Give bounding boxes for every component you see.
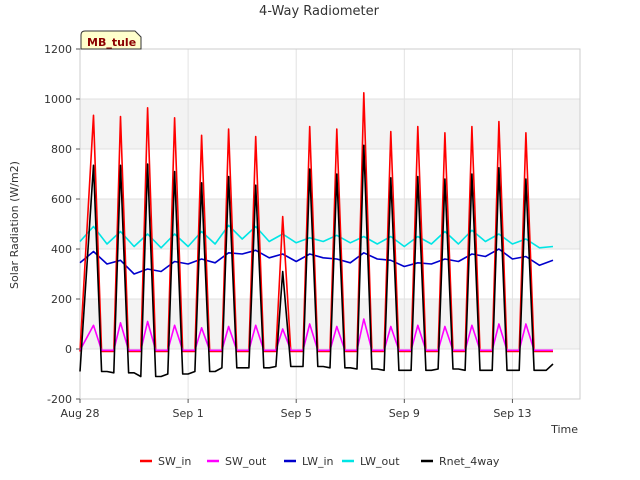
series-layer (79, 92, 554, 378)
plot-band (80, 99, 580, 149)
y-tick-label: -200 (47, 393, 72, 406)
legend-label: SW_out (225, 455, 267, 468)
legend-label: SW_in (158, 455, 191, 468)
legend-item-lw_in: LW_in (284, 455, 334, 468)
legend-item-lw_out: LW_out (342, 455, 400, 468)
site-badge-box (80, 30, 142, 50)
site-badge-label: MB_tule (87, 36, 136, 49)
x-axis-ticks: Aug 28 Sep 1 Sep 5 Sep 9 Sep 13 (61, 399, 532, 420)
legend-item-sw_in: SW_in (140, 455, 191, 468)
x-tick-label: Sep 1 (172, 407, 203, 420)
plot-band (80, 149, 580, 199)
x-axis-label: Time (550, 423, 578, 436)
y-tick-label: 600 (51, 193, 72, 206)
series-line-lw_in (79, 248, 554, 275)
series-line-sw_out (79, 318, 553, 352)
x-tick-label: Aug 28 (61, 407, 100, 420)
legend: SW_in SW_out LW_in LW_out Rnet_4way (140, 455, 500, 468)
series-line-sw_in (79, 92, 553, 353)
site-badge: MB_tule (80, 30, 142, 50)
chart-title: 4-Way Radiometer (259, 4, 380, 19)
y-axis-label: Solar Radiation (W/m2) (8, 161, 21, 289)
y-tick-label: 0 (65, 343, 72, 356)
y-tick-label: 400 (51, 243, 72, 256)
y-tick-label: 1200 (44, 43, 72, 56)
legend-item-rnet_4way: Rnet_4way (421, 455, 500, 468)
plot-frame (79, 48, 581, 400)
y-tick-label: 1000 (44, 93, 72, 106)
x-tick-label: Sep 5 (281, 407, 312, 420)
y-axis-ticks: -200 0 200 400 600 800 1000 1200 (44, 43, 80, 406)
legend-item-sw_out: SW_out (207, 455, 267, 468)
legend-label: LW_out (360, 455, 400, 468)
y-tick-label: 800 (51, 143, 72, 156)
y-tick-label: 200 (51, 293, 72, 306)
x-tick-label: Sep 13 (493, 407, 531, 420)
legend-label: Rnet_4way (439, 455, 500, 468)
legend-label: LW_in (302, 455, 334, 468)
x-tick-label: Sep 9 (389, 407, 420, 420)
series-line-rnet_4way (79, 144, 554, 378)
plot-band (80, 49, 580, 99)
